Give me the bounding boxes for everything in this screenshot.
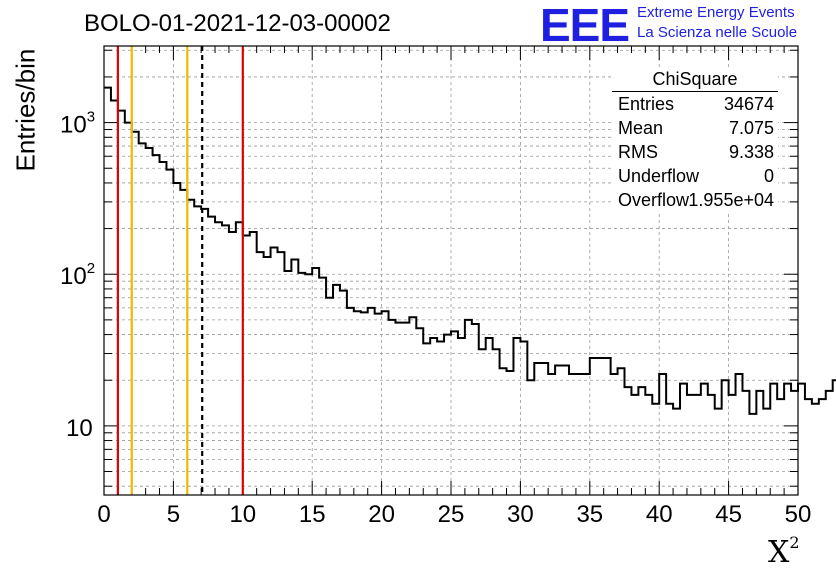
x-tick-label: 50 <box>785 501 812 528</box>
chart-title: BOLO-01-2021-12-03-00002 <box>84 10 391 37</box>
stats-value: 7.075 <box>728 118 774 138</box>
x-tick-label: 25 <box>438 501 465 528</box>
x-axis-label: X2 <box>768 533 800 570</box>
x-tick-label: 0 <box>97 501 110 528</box>
plot-frame <box>103 45 799 496</box>
histogram-series <box>104 86 836 415</box>
x-axis-label-base: X <box>768 535 790 570</box>
x-tick-label: 5 <box>167 501 180 528</box>
stats-row-rms: RMS 9.338 <box>612 140 778 164</box>
stats-key: Underflow <box>618 166 700 186</box>
eee-logo: EEE <box>540 0 630 51</box>
stats-value: 34674 <box>723 94 774 114</box>
stats-row-entries: Entries 34674 <box>612 92 778 116</box>
stats-key: RMS <box>618 142 658 162</box>
stats-row-overflow: Overflow 1.955e+04 <box>612 188 778 212</box>
y-axis-ticks <box>104 49 798 487</box>
stats-box: ChiSquare Entries 34674 Mean 7.075 RMS 9… <box>612 68 778 212</box>
stats-row-mean: Mean 7.075 <box>612 116 778 140</box>
x-tick-label: 20 <box>368 501 395 528</box>
logo-line-1: Extreme Energy Events <box>637 4 795 21</box>
x-tick-label: 15 <box>299 501 326 528</box>
stats-value: 9.338 <box>728 142 774 162</box>
y-tick-label: 10 <box>66 415 93 442</box>
y-tick-label: 102 <box>60 260 95 290</box>
y-tick-label: 103 <box>60 109 95 139</box>
x-tick-label: 30 <box>507 501 534 528</box>
stats-row-underflow: Underflow 0 <box>612 164 778 188</box>
y-tick-labels: 10 102 103 <box>60 109 95 442</box>
x-tick-label: 40 <box>646 501 673 528</box>
x-axis-label-exponent: 2 <box>789 533 800 552</box>
x-tick-label: 45 <box>715 501 742 528</box>
stats-value: 1.955e+04 <box>688 190 774 210</box>
x-tick-labels: 0 5 10 15 20 25 30 35 40 45 50 <box>97 501 811 528</box>
stats-title: ChiSquare <box>612 68 778 92</box>
stats-key: Entries <box>618 94 675 114</box>
x-tick-label: 35 <box>576 501 603 528</box>
x-tick-label: 10 <box>229 501 256 528</box>
logo-line-2: La Scienza nelle Scuole <box>637 24 798 41</box>
x-axis-ticks <box>103 46 799 495</box>
y-axis-label: Entries/bin <box>10 48 41 172</box>
stats-key: Overflow <box>618 190 690 210</box>
stats-value: 0 <box>763 166 774 186</box>
vertical-marker-lines <box>116 46 244 495</box>
stats-key: Mean <box>618 118 664 138</box>
